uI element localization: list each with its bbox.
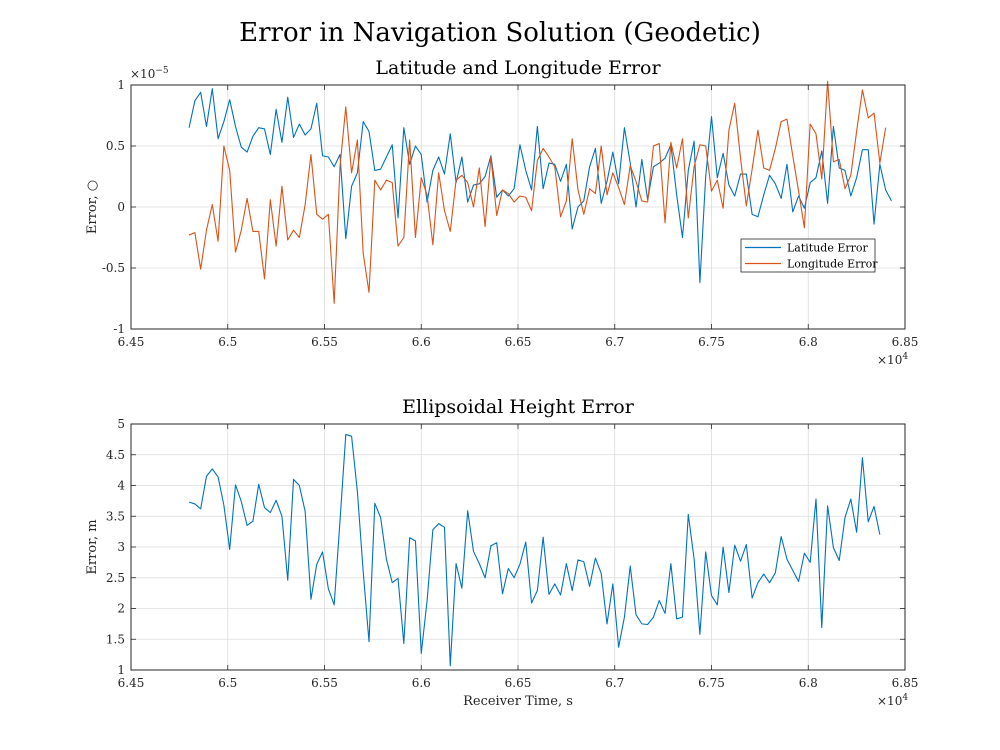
figure-title: Error in Navigation Solution (Geodetic) bbox=[239, 18, 761, 48]
axes-title: Latitude and Longitude Error bbox=[375, 57, 661, 79]
x-tick-label: 6.6 bbox=[412, 676, 431, 690]
x-tick-label: 6.7 bbox=[605, 676, 624, 690]
x-tick-label: 6.75 bbox=[698, 335, 725, 349]
y-tick-label: 4 bbox=[117, 479, 125, 493]
x-tick-label: 6.45 bbox=[118, 335, 145, 349]
legend-box bbox=[740, 238, 876, 273]
y-tick-label: 0 bbox=[117, 200, 125, 214]
series-line-height-error bbox=[188, 433, 881, 667]
x-tick-label: 6.45 bbox=[118, 676, 145, 690]
x-exponent-power: 4 bbox=[902, 693, 908, 703]
y-tick-label: 1 bbox=[117, 663, 125, 677]
y-tick-label: 2.5 bbox=[106, 571, 125, 585]
x-tick-label: 6.75 bbox=[698, 676, 725, 690]
latlon-axes: 6.45 6.5 6.55 6.6 6.65 6.7 6.75 6.8 6.85 -1 -0.5 0 0… bbox=[85, 57, 918, 367]
x-exponent-power: 4 bbox=[902, 352, 908, 362]
series-line-latitude-error bbox=[188, 88, 892, 284]
x-axis-label: Receiver Time, s bbox=[463, 694, 573, 709]
y-axis-label: Error, ○ bbox=[85, 180, 100, 234]
y-exponent-power: −5 bbox=[155, 66, 169, 76]
y-tick-label: 3.5 bbox=[106, 509, 125, 523]
y-exponent-base: ×10 bbox=[130, 67, 155, 81]
y-tick-label: 0.5 bbox=[106, 139, 125, 153]
x-tick-label: 6.65 bbox=[505, 335, 532, 349]
y-tick-label: -0.5 bbox=[102, 261, 125, 275]
y-exponent-label: ×10−5 bbox=[130, 66, 169, 81]
legend-entry: Longitude Error bbox=[787, 258, 878, 271]
legend: Latitude Error Longitude Error bbox=[740, 238, 878, 273]
legend-entry: Latitude Error bbox=[787, 242, 869, 255]
x-tick-label: 6.65 bbox=[505, 676, 532, 690]
x-tick-label: 6.5 bbox=[218, 335, 237, 349]
y-tick-label: -1 bbox=[113, 322, 125, 336]
y-tick-label: 2 bbox=[117, 602, 125, 616]
y-tick-label: 5 bbox=[117, 417, 125, 431]
x-exponent-label: ×104 bbox=[877, 693, 908, 708]
y-tick-label: 4.5 bbox=[106, 448, 125, 462]
x-tick-label: 6.8 bbox=[799, 676, 818, 690]
x-exponent-base: ×10 bbox=[877, 353, 902, 367]
x-tick-label: 6.7 bbox=[605, 335, 624, 349]
series-line-longitude-error bbox=[188, 80, 887, 304]
height-axes: 6.45 6.5 6.55 6.6 6.65 6.7 6.75 6.8 6.85 1 1.5 2 2.5… bbox=[85, 396, 918, 709]
x-tick-label: 6.55 bbox=[311, 335, 338, 349]
y-tick-label: 1 bbox=[117, 78, 125, 92]
x-tick-label: 6.55 bbox=[311, 676, 338, 690]
x-tick-label: 6.6 bbox=[412, 335, 431, 349]
y-tick-label: 1.5 bbox=[106, 632, 125, 646]
x-tick-label: 6.5 bbox=[218, 676, 237, 690]
x-exponent-label: ×104 bbox=[877, 352, 908, 367]
x-exponent-base: ×10 bbox=[877, 694, 902, 708]
x-tick-label: 6.8 bbox=[799, 335, 818, 349]
x-tick-label: 6.85 bbox=[892, 676, 919, 690]
y-axis-label: Error, m bbox=[85, 519, 100, 574]
y-tick-label: 3 bbox=[117, 540, 125, 554]
axes-title: Ellipsoidal Height Error bbox=[402, 396, 635, 418]
x-tick-label: 6.85 bbox=[892, 335, 919, 349]
